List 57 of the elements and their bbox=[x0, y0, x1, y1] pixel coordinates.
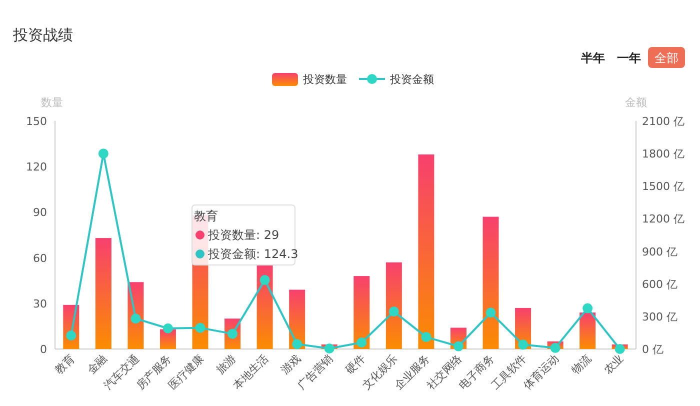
bar bbox=[482, 216, 499, 349]
legend-label: 投资金额 bbox=[389, 73, 434, 86]
bar bbox=[386, 262, 402, 349]
point bbox=[518, 340, 528, 350]
point bbox=[98, 148, 108, 159]
y-tick-label: 150 bbox=[26, 115, 47, 128]
y2-tick-label: 1500 亿 bbox=[642, 180, 684, 194]
point bbox=[550, 342, 560, 353]
bar bbox=[418, 154, 434, 349]
y-tick-label: 90 bbox=[33, 206, 47, 220]
text: 一年 bbox=[617, 51, 641, 65]
x-tick-label: 金融 bbox=[84, 352, 110, 377]
bar bbox=[580, 312, 596, 349]
bar bbox=[95, 238, 112, 349]
point bbox=[453, 341, 464, 352]
y-tick-label: 60 bbox=[33, 252, 47, 265]
y2-tick-label: 600 亿 bbox=[642, 278, 678, 291]
y2-tick-label: 1800 亿 bbox=[642, 148, 684, 161]
chart-title: 投资战绩 bbox=[12, 26, 73, 44]
x-tick-label: 教育 bbox=[52, 352, 78, 377]
point bbox=[486, 308, 496, 318]
point bbox=[195, 322, 206, 333]
point bbox=[260, 275, 270, 286]
bar bbox=[354, 276, 370, 349]
y-axis-title: 数量 bbox=[41, 96, 63, 109]
legend-label: 投资数量 bbox=[302, 73, 347, 86]
x-tick-label: 农业 bbox=[601, 352, 626, 377]
text: 半年 bbox=[580, 51, 605, 65]
point bbox=[130, 314, 141, 324]
point bbox=[582, 303, 593, 314]
x-tick-label: 硬件 bbox=[343, 352, 368, 377]
bar bbox=[256, 265, 273, 349]
x-tick-label: 物流 bbox=[568, 352, 594, 377]
point bbox=[421, 332, 432, 342]
y2-tick-label: 0 亿 bbox=[642, 343, 664, 356]
point bbox=[66, 330, 76, 341]
y2-tick-label: 300 亿 bbox=[642, 310, 678, 324]
point bbox=[292, 339, 302, 350]
point bbox=[324, 343, 334, 354]
point bbox=[388, 306, 399, 317]
y2-tick-label: 1200 亿 bbox=[642, 212, 684, 226]
x-tick-label: 游戏 bbox=[278, 352, 304, 377]
y2-tick-label: 900 亿 bbox=[642, 245, 678, 258]
y-tick-label: 30 bbox=[33, 297, 47, 310]
y-tick-label: 120 bbox=[26, 160, 47, 174]
annotation: 投资数量: 29 bbox=[207, 228, 280, 242]
annotation: 教育 bbox=[194, 209, 218, 223]
point bbox=[162, 323, 173, 334]
x-tick-label: 旅游 bbox=[214, 352, 239, 377]
y2-tick-label: 2100 亿 bbox=[642, 115, 684, 128]
annotation: 投资金额: 124.3 bbox=[207, 247, 298, 261]
tooltip: 教育 投资数量: 29 投资金额: 124.3 bbox=[192, 204, 298, 266]
y2-axis-title: 金额 bbox=[625, 96, 647, 109]
point bbox=[614, 344, 625, 354]
y-tick-label: 0 bbox=[40, 343, 47, 356]
text: 全部 bbox=[654, 51, 678, 65]
point bbox=[356, 337, 367, 348]
